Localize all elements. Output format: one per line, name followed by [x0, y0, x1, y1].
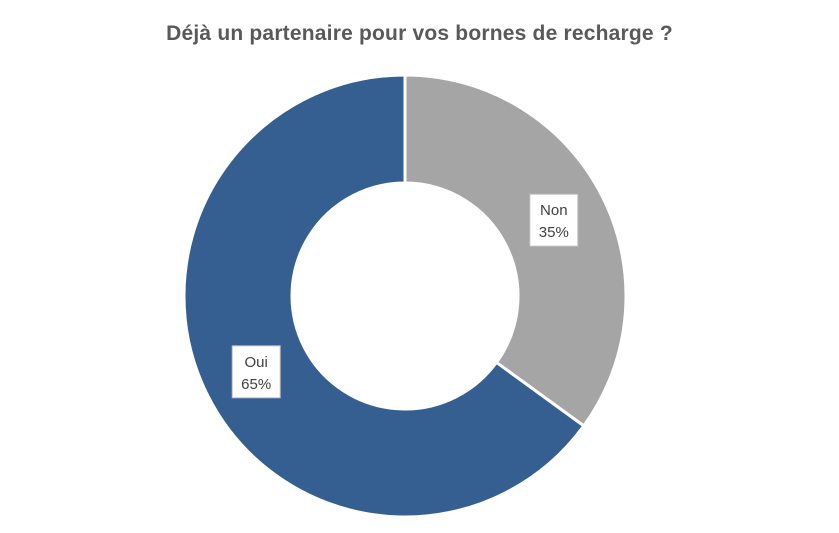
data-label-box — [231, 345, 281, 399]
donut-slice-oui — [182, 73, 586, 519]
donut-slice-non — [403, 73, 628, 428]
data-label-value: 65% — [241, 376, 271, 393]
data-label-oui: Oui 65% — [231, 345, 281, 399]
data-label-category: Non — [540, 202, 568, 219]
donut-slices — [182, 73, 628, 519]
donut-data-labels: Non 35% Oui 65% — [231, 193, 579, 399]
data-label-category: Oui — [245, 354, 268, 371]
data-label-non: Non 35% — [529, 193, 579, 247]
data-label-box — [529, 193, 579, 247]
data-label-value: 35% — [539, 224, 569, 241]
chart-title: Déjà un partenaire pour vos bornes de re… — [166, 22, 673, 45]
